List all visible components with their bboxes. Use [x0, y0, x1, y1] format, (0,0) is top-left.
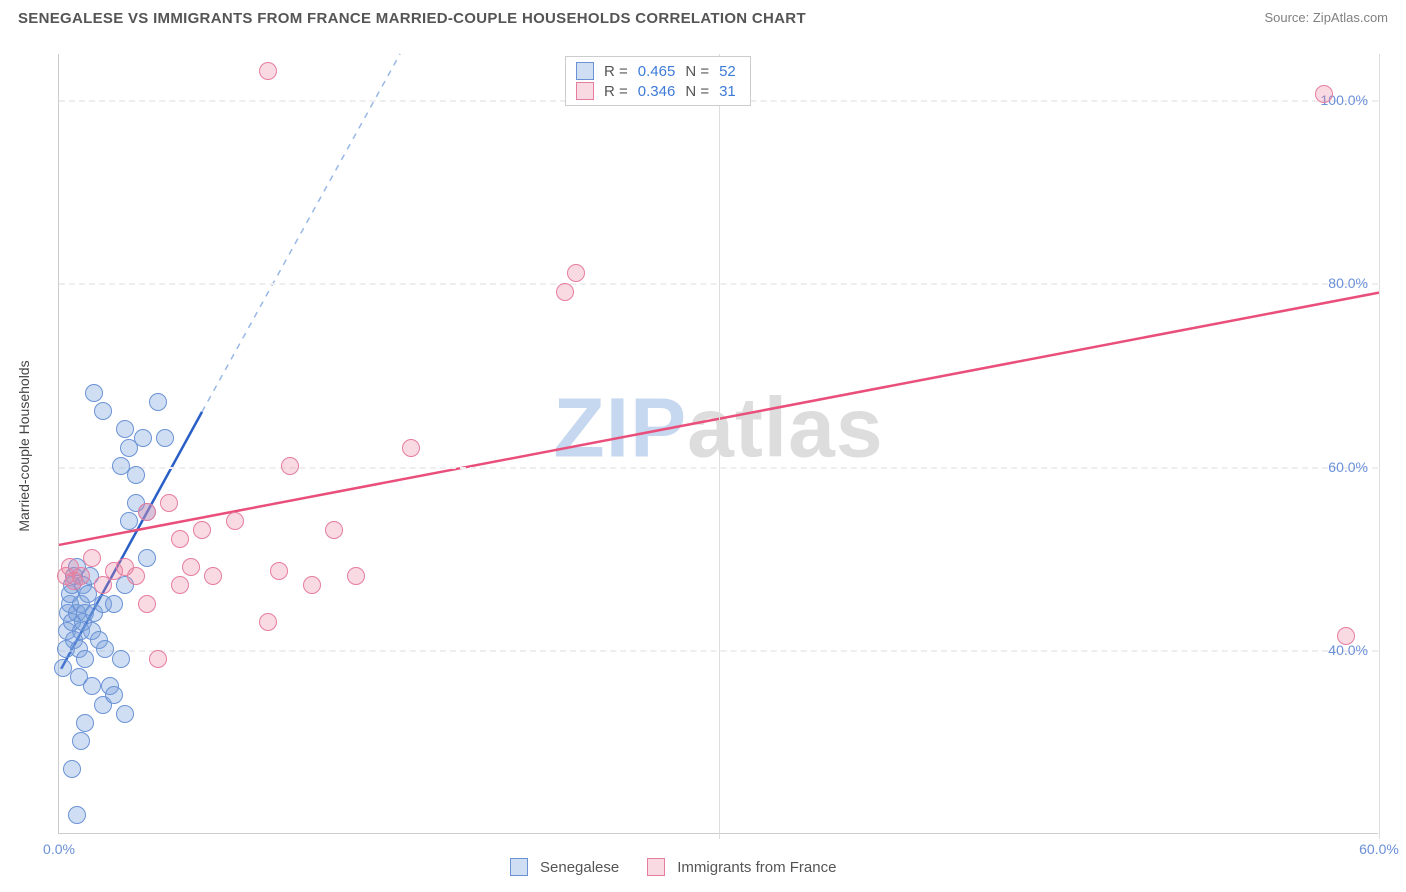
- legend-R-value: 0.346: [634, 83, 680, 100]
- watermark-part1: ZIP: [553, 380, 687, 474]
- data-point-senegalese: [72, 732, 90, 750]
- y-tick-label: 80.0%: [1328, 275, 1368, 291]
- data-point-senegalese: [105, 686, 123, 704]
- data-point-senegalese: [85, 384, 103, 402]
- watermark-part2: atlas: [687, 380, 883, 474]
- y-tick-label: 60.0%: [1328, 459, 1368, 475]
- series-legend: Senegalese Immigrants from France: [510, 858, 836, 876]
- data-point-france: [193, 521, 211, 539]
- x-tick-label: 60.0%: [1359, 841, 1399, 857]
- data-point-senegalese: [134, 429, 152, 447]
- trend-line: [202, 54, 400, 412]
- data-point-france: [325, 521, 343, 539]
- legend-R-label: R =: [604, 83, 628, 100]
- legend-R-value: 0.465: [634, 63, 680, 80]
- legend-N-label: N =: [685, 83, 709, 100]
- data-point-senegalese: [76, 650, 94, 668]
- legend-swatch: [510, 858, 528, 876]
- data-point-france: [149, 650, 167, 668]
- data-point-senegalese: [149, 393, 167, 411]
- data-point-france: [72, 567, 90, 585]
- data-point-france: [226, 512, 244, 530]
- data-point-france: [160, 494, 178, 512]
- legend-N-label: N =: [685, 63, 709, 80]
- y-tick-label: 40.0%: [1328, 642, 1368, 658]
- data-point-senegalese: [63, 760, 81, 778]
- series-label: Senegalese: [540, 859, 619, 876]
- legend-swatch: [576, 62, 594, 80]
- y-axis-label: Married-couple Households: [16, 360, 32, 531]
- data-point-france: [1337, 627, 1355, 645]
- data-point-france: [303, 576, 321, 594]
- header-bar: SENEGALESE VS IMMIGRANTS FROM FRANCE MAR…: [0, 0, 1406, 40]
- data-point-france: [182, 558, 200, 576]
- legend-row-france: R = 0.346 N = 31: [576, 81, 740, 101]
- data-point-senegalese: [116, 420, 134, 438]
- data-point-france: [127, 567, 145, 585]
- plot-area: ZIPatlas 40.0%60.0%80.0%100.0%0.0%60.0%: [58, 54, 1378, 834]
- data-point-france: [204, 567, 222, 585]
- data-point-france: [171, 576, 189, 594]
- data-point-france: [402, 439, 420, 457]
- data-point-france: [347, 567, 365, 585]
- data-point-senegalese: [76, 714, 94, 732]
- data-point-france: [556, 283, 574, 301]
- gridline-vertical: [719, 54, 720, 839]
- data-point-france: [1315, 85, 1333, 103]
- correlation-legend: R = 0.465 N = 52 R = 0.346 N = 31: [565, 56, 751, 106]
- data-point-senegalese: [156, 429, 174, 447]
- data-point-senegalese: [105, 595, 123, 613]
- data-point-france: [138, 503, 156, 521]
- data-point-france: [270, 562, 288, 580]
- data-point-france: [259, 62, 277, 80]
- data-point-france: [567, 264, 585, 282]
- data-point-france: [281, 457, 299, 475]
- data-point-senegalese: [138, 549, 156, 567]
- data-point-senegalese: [127, 466, 145, 484]
- source-label: Source: ZipAtlas.com: [1264, 10, 1388, 25]
- data-point-senegalese: [116, 705, 134, 723]
- data-point-france: [83, 549, 101, 567]
- legend-swatch: [647, 858, 665, 876]
- data-point-senegalese: [120, 512, 138, 530]
- x-tick-label: 0.0%: [43, 841, 75, 857]
- gridline-vertical: [1379, 54, 1380, 839]
- data-point-france: [259, 613, 277, 631]
- chart-title: SENEGALESE VS IMMIGRANTS FROM FRANCE MAR…: [18, 10, 806, 27]
- data-point-senegalese: [112, 457, 130, 475]
- legend-swatch: [576, 82, 594, 100]
- legend-N-value: 31: [715, 83, 740, 100]
- data-point-senegalese: [94, 402, 112, 420]
- legend-row-senegalese: R = 0.465 N = 52: [576, 61, 740, 81]
- data-point-france: [171, 530, 189, 548]
- series-label: Immigrants from France: [677, 859, 836, 876]
- series-legend-item-france: Immigrants from France: [647, 858, 836, 876]
- data-point-france: [138, 595, 156, 613]
- legend-N-value: 52: [715, 63, 740, 80]
- data-point-senegalese: [68, 806, 86, 824]
- data-point-senegalese: [83, 677, 101, 695]
- legend-R-label: R =: [604, 63, 628, 80]
- series-legend-item-senegalese: Senegalese: [510, 858, 619, 876]
- data-point-senegalese: [112, 650, 130, 668]
